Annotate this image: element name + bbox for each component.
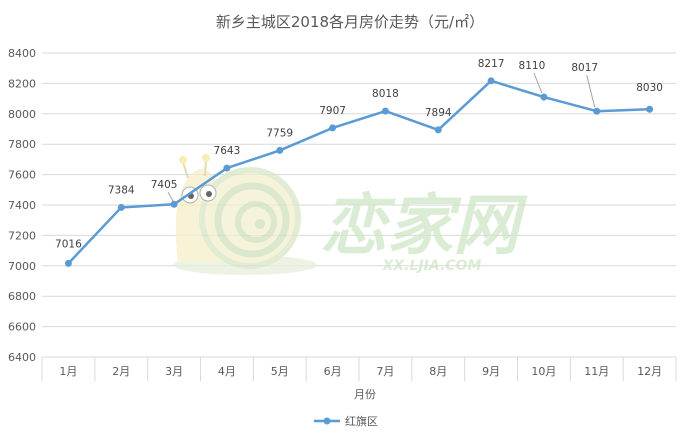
data-point-3月 — [170, 200, 178, 208]
x-tick-label: 4月 — [218, 365, 236, 378]
data-point-9月 — [487, 77, 495, 85]
data-label: 7405 — [151, 179, 178, 191]
data-point-10月 — [540, 93, 548, 101]
chart-title: 新乡主城区2018各月房价走势（元/㎡） — [216, 13, 484, 31]
x-tick-label: 3月 — [165, 365, 183, 378]
legend: 红旗区 — [314, 414, 378, 428]
data-label-leader — [586, 75, 596, 108]
x-tick-label: 12月 — [637, 365, 662, 378]
y-tick-label: 7200 — [8, 229, 36, 242]
data-label: 7643 — [214, 145, 241, 157]
data-label: 7384 — [108, 184, 135, 196]
data-label: 7016 — [55, 238, 82, 250]
y-tick-label: 7800 — [8, 138, 36, 151]
data-point-12月 — [646, 105, 654, 113]
data-label-leader — [167, 191, 174, 202]
gridlines — [42, 52, 676, 358]
data-label: 8018 — [372, 88, 399, 100]
y-tick-label: 6800 — [8, 290, 36, 303]
data-point-6月 — [329, 124, 337, 132]
data-point-1月 — [64, 259, 72, 267]
y-tick-label: 7400 — [8, 199, 36, 212]
y-tick-label: 8400 — [8, 47, 36, 60]
y-tick-label: 8000 — [8, 108, 36, 121]
y-tick-label: 8200 — [8, 77, 36, 90]
x-tick-label: 10月 — [531, 365, 556, 378]
x-tick-label: 7月 — [376, 365, 394, 378]
x-axis: 1月 2月 3月 4月 5月 6月 7月 8月 9月 10月 11月 12月 — [41, 357, 677, 381]
data-point-2月 — [117, 203, 125, 211]
data-label: 7759 — [266, 127, 293, 139]
data-point-7月 — [381, 107, 389, 115]
x-axis-title: 月份 — [354, 388, 376, 401]
x-tick-label: 5月 — [271, 365, 289, 378]
data-point-4月 — [223, 164, 231, 172]
watermark-url-text: XX.LJIA.COM — [382, 258, 482, 274]
data-label: 7894 — [425, 107, 452, 119]
series-红旗区 — [64, 77, 654, 267]
snail-mascot-icon — [173, 154, 317, 275]
data-label: 8217 — [478, 58, 505, 70]
y-tick-label: 6400 — [8, 351, 36, 364]
y-tick-label: 6600 — [8, 321, 36, 334]
data-point-8月 — [434, 126, 442, 134]
y-tick-label: 7600 — [8, 169, 36, 182]
watermark-logo-text: 恋家网 — [321, 187, 528, 264]
data-labels: 7016 7384 7405 7643 7759 7907 8018 7894 8217 8110… — [55, 58, 663, 251]
data-label: 7907 — [319, 105, 346, 117]
x-tick-label: 9月 — [482, 365, 500, 378]
data-label: 8017 — [571, 62, 598, 74]
y-tick-label: 7000 — [8, 260, 36, 273]
legend-point-marker — [323, 417, 331, 425]
y-axis: 6400 6600 6800 7000 7200 7400 7600 7800 8000 8200… — [8, 47, 36, 364]
legend-label: 红旗区 — [345, 414, 378, 428]
x-tick-label: 1月 — [59, 365, 77, 378]
data-point-5月 — [276, 146, 284, 154]
x-tick-label: 2月 — [112, 365, 130, 378]
data-label: 8030 — [636, 82, 663, 94]
series-line — [67, 79, 650, 265]
data-label-leader — [533, 72, 543, 94]
data-point-11月 — [593, 107, 601, 115]
x-tick-label: 6月 — [324, 365, 342, 378]
data-label: 8110 — [519, 60, 546, 72]
x-tick-label: 8月 — [429, 365, 447, 378]
x-tick-label: 11月 — [584, 365, 609, 378]
watermark: 恋家网 XX.LJIA.COM — [173, 154, 528, 275]
